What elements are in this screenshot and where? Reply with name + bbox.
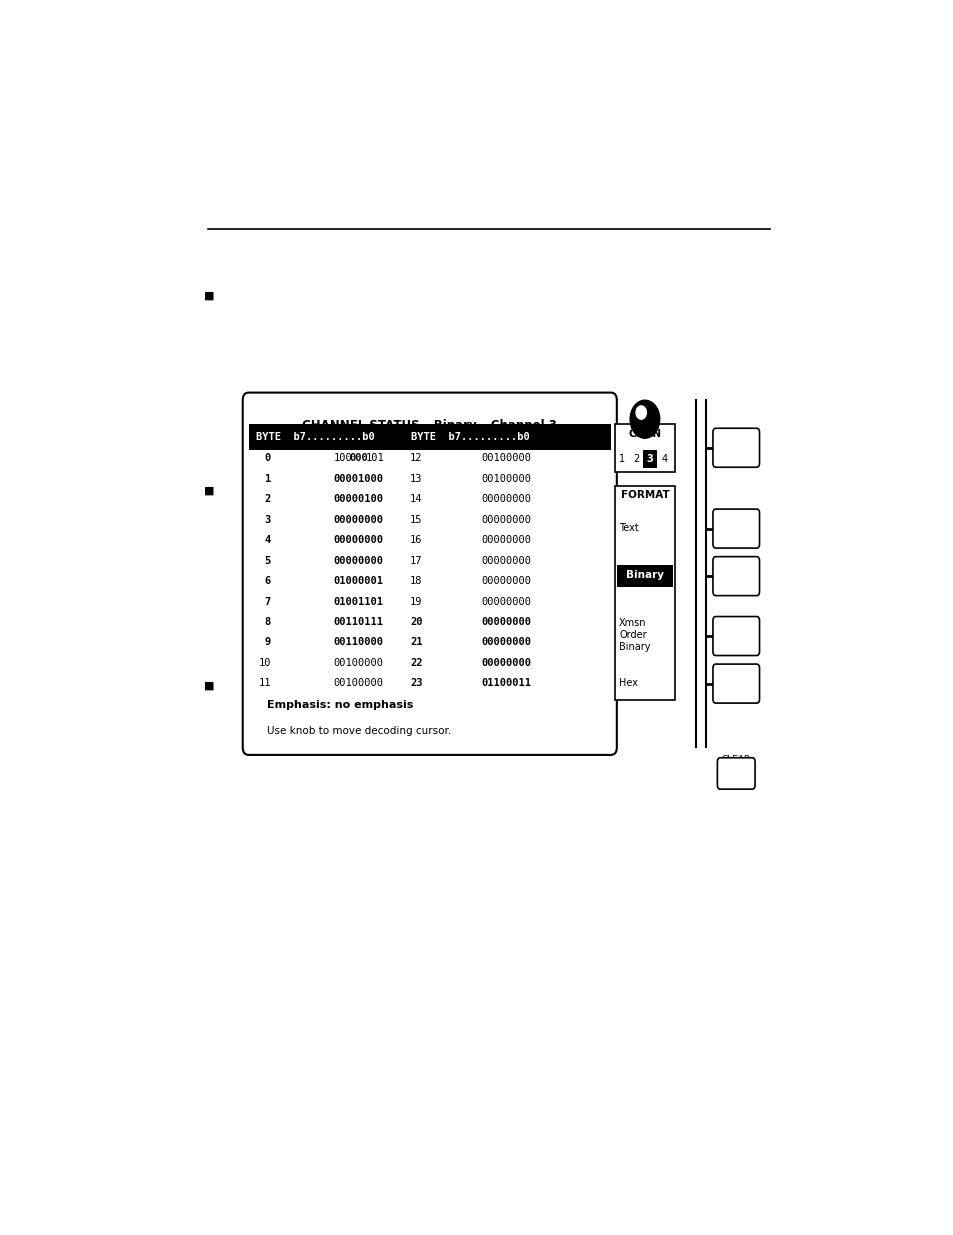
Text: 00001000: 00001000 [334,474,383,484]
Text: 00000000: 00000000 [334,556,383,566]
Text: ■: ■ [204,680,214,690]
Text: 00000000: 00000000 [334,515,383,525]
Text: 19: 19 [410,597,422,606]
Text: FORMAT: FORMAT [619,489,669,500]
Text: CHAN: CHAN [628,429,660,438]
Text: 00000100: 00000100 [334,494,383,504]
Text: 00110000: 00110000 [334,637,383,647]
Text: 5: 5 [264,556,271,566]
Text: 16: 16 [410,535,422,545]
Text: 0: 0 [264,453,271,463]
Text: 00100000: 00100000 [481,474,531,484]
Text: Text: Text [618,522,639,532]
Text: 00000000: 00000000 [334,535,383,545]
Text: 3: 3 [646,454,653,464]
Text: 1: 1 [618,454,624,464]
Text: 00000000: 00000000 [481,618,531,627]
Text: 2: 2 [632,454,639,464]
Circle shape [630,400,659,438]
Text: 4: 4 [660,454,666,464]
Bar [614,424,675,472]
Text: ■: ■ [204,290,214,300]
Text: 00000000: 00000000 [481,637,531,647]
Text: 00000000: 00000000 [481,556,531,566]
Text: 6: 6 [264,576,271,587]
Text: 14: 14 [410,494,422,504]
Text: 000: 000 [350,453,368,463]
FancyBboxPatch shape [242,393,617,755]
Text: 00000000: 00000000 [481,658,531,668]
Text: 00100000: 00100000 [334,678,383,688]
Text: 00000000: 00000000 [481,576,531,587]
Text: 7: 7 [264,597,271,606]
Text: ■: ■ [204,485,214,495]
FancyBboxPatch shape [712,509,759,548]
Text: 00110111: 00110111 [334,618,383,627]
Text: 00100000: 00100000 [334,658,383,668]
Bar [249,424,610,450]
Text: 01000001: 01000001 [334,576,383,587]
Text: 01100011: 01100011 [481,678,531,688]
Text: 00000000: 00000000 [481,535,531,545]
Text: 3: 3 [264,515,271,525]
Bar [642,450,656,468]
Text: 18: 18 [410,576,422,587]
Bar [614,485,675,700]
FancyBboxPatch shape [712,429,759,467]
FancyBboxPatch shape [712,616,759,656]
Text: 11: 11 [258,678,271,688]
Text: 21: 21 [410,637,422,647]
FancyBboxPatch shape [717,758,755,789]
Text: 00000000: 00000000 [481,597,531,606]
Text: 1: 1 [264,474,271,484]
Text: 10: 10 [258,658,271,668]
Text: 00000000: 00000000 [481,515,531,525]
Text: Emphasis: no emphasis: Emphasis: no emphasis [267,700,413,710]
Text: CLEAR: CLEAR [720,755,750,764]
Text: Use knob to move decoding cursor.: Use knob to move decoding cursor. [267,726,451,736]
Circle shape [636,406,646,419]
Text: 00100000: 00100000 [481,453,531,463]
Text: BYTE  b7.........b0: BYTE b7.........b0 [411,432,529,442]
Text: 00000000: 00000000 [481,494,531,504]
Text: CHANNEL STATUS – Binary – Channel 3: CHANNEL STATUS – Binary – Channel 3 [302,419,557,432]
Text: 17: 17 [410,556,422,566]
Bar [617,564,672,587]
Text: Binary: Binary [625,571,663,580]
Text: 2: 2 [264,494,271,504]
Text: 15: 15 [410,515,422,525]
Text: Xmsn
Order
Binary: Xmsn Order Binary [618,619,650,652]
FancyBboxPatch shape [712,557,759,595]
Text: 22: 22 [410,658,422,668]
Text: 101: 101 [366,453,384,463]
Text: 12: 12 [410,453,422,463]
Text: 23: 23 [410,678,422,688]
Text: 01001101: 01001101 [334,597,383,606]
Text: 8: 8 [264,618,271,627]
FancyBboxPatch shape [712,664,759,703]
Text: 4: 4 [264,535,271,545]
Text: BYTE  b7.........b0: BYTE b7.........b0 [255,432,375,442]
Text: 13: 13 [410,474,422,484]
Text: 9: 9 [264,637,271,647]
Text: Hex: Hex [618,678,638,688]
Text: 100: 100 [334,453,352,463]
Text: 20: 20 [410,618,422,627]
